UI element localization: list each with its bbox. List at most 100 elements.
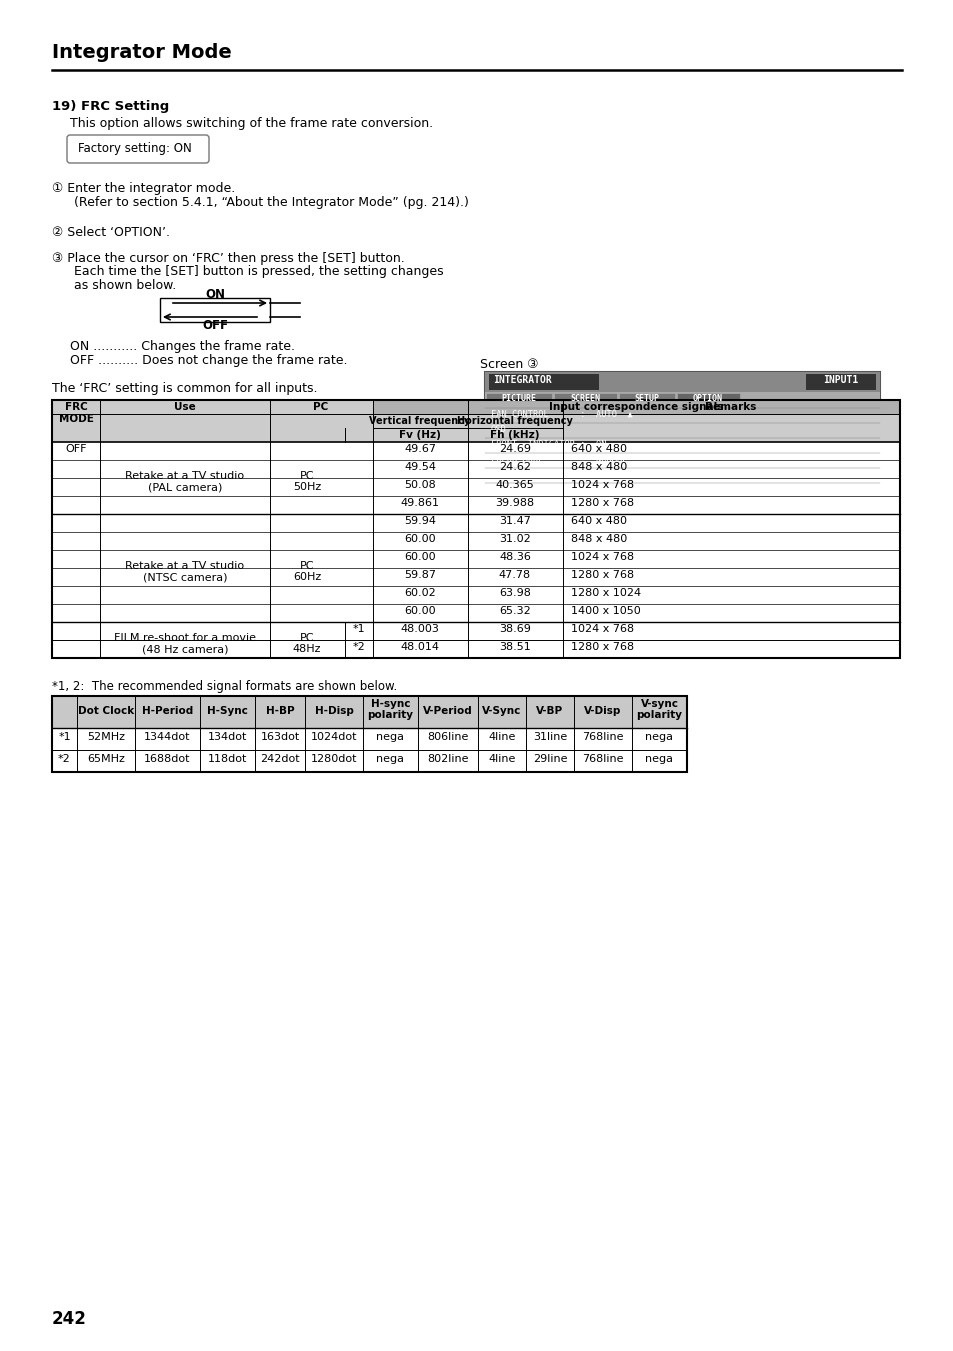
Text: 24.69: 24.69 — [498, 444, 531, 454]
Text: INPUT1: INPUT1 — [822, 376, 858, 385]
Text: FILM re-shoot for a movie: FILM re-shoot for a movie — [113, 634, 255, 643]
Text: 50Hz: 50Hz — [293, 482, 321, 492]
Text: 640 x 480: 640 x 480 — [571, 444, 626, 454]
Text: Fv (Hz): Fv (Hz) — [398, 430, 440, 440]
Text: FAN CONTROL      :  AUTO  ▲: FAN CONTROL : AUTO ▲ — [491, 409, 632, 419]
Text: 60.00: 60.00 — [404, 553, 436, 562]
Text: The ‘FRC’ setting is common for all inputs.: The ‘FRC’ setting is common for all inpu… — [52, 382, 317, 394]
Text: Retake at a TV studio: Retake at a TV studio — [125, 561, 244, 571]
Text: PC: PC — [299, 471, 314, 481]
Text: PC: PC — [299, 634, 314, 643]
Bar — [52, 567, 899, 586]
Text: ---EXIT: ---EXIT — [723, 500, 756, 509]
Text: 806line: 806line — [427, 732, 468, 742]
Bar — [52, 400, 899, 442]
Text: 19) FRC Setting: 19) FRC Setting — [52, 100, 169, 113]
Text: *2: *2 — [353, 642, 365, 653]
Text: SET: SET — [490, 500, 502, 507]
Text: 59.94: 59.94 — [403, 516, 436, 526]
Bar — [691, 500, 720, 509]
Bar — [52, 532, 899, 550]
Text: 1280 x 768: 1280 x 768 — [571, 642, 634, 653]
Text: 31line: 31line — [533, 732, 566, 742]
Text: (PAL camera): (PAL camera) — [148, 482, 222, 492]
Text: H-BP: H-BP — [265, 707, 294, 716]
Bar — [489, 374, 598, 390]
Text: 65MHz: 65MHz — [87, 754, 125, 765]
Bar — [52, 459, 899, 478]
Text: as shown below.: as shown below. — [74, 280, 176, 292]
Bar — [160, 299, 270, 322]
Text: Retake at a TV studio: Retake at a TV studio — [125, 471, 244, 481]
Text: Screen ③: Screen ③ — [479, 358, 537, 372]
Text: OFF .......... Does not change the frame rate.: OFF .......... Does not change the frame… — [70, 354, 347, 367]
Text: V-Period: V-Period — [423, 707, 473, 716]
Text: 4line: 4line — [488, 732, 516, 742]
Text: Integrator Mode: Integrator Mode — [52, 43, 232, 62]
Text: FRONT  INDICATOR :  ON: FRONT INDICATOR : ON — [491, 440, 606, 449]
Bar — [52, 640, 899, 658]
Text: H-Period: H-Period — [142, 707, 193, 716]
Text: Each time the [SET] button is pressed, the setting changes: Each time the [SET] button is pressed, t… — [74, 265, 443, 278]
Text: FRC              :  ON  ▼: FRC : ON ▼ — [491, 485, 621, 494]
Text: 848 x 480: 848 x 480 — [571, 462, 626, 471]
Text: 60.02: 60.02 — [404, 588, 436, 598]
Text: 1688dot: 1688dot — [144, 754, 191, 765]
Bar — [52, 728, 686, 750]
Text: 52MHz: 52MHz — [87, 732, 125, 742]
Text: 39.988: 39.988 — [495, 499, 534, 508]
Text: 65.32: 65.32 — [498, 607, 530, 616]
Bar — [484, 453, 879, 467]
Text: *1: *1 — [58, 732, 71, 742]
Text: 59.87: 59.87 — [403, 570, 436, 580]
Text: PC: PC — [299, 561, 314, 571]
Text: MENU: MENU — [693, 500, 710, 507]
Text: 40.365: 40.365 — [496, 480, 534, 490]
Text: SCREEN: SCREEN — [569, 394, 599, 403]
Text: 38.51: 38.51 — [498, 642, 530, 653]
Text: Factory setting: ON: Factory setting: ON — [78, 142, 192, 155]
Bar — [52, 513, 899, 532]
Bar — [52, 696, 686, 771]
Text: (48 Hz camera): (48 Hz camera) — [142, 644, 228, 654]
Bar — [373, 400, 899, 413]
Text: 1024 x 768: 1024 x 768 — [571, 624, 634, 634]
Text: 60.00: 60.00 — [404, 534, 436, 544]
Text: V-Sync: V-Sync — [482, 707, 521, 716]
Bar — [52, 478, 899, 496]
Text: Remarks: Remarks — [704, 403, 756, 412]
Text: 1280 x 768: 1280 x 768 — [571, 499, 634, 508]
Bar — [484, 423, 879, 438]
Text: OSD: OSD — [491, 426, 506, 434]
Text: 1344dot: 1344dot — [144, 732, 191, 742]
Bar — [484, 438, 879, 453]
Text: Horizontal frequency: Horizontal frequency — [456, 416, 573, 426]
Text: 31.02: 31.02 — [498, 534, 530, 544]
Bar — [52, 586, 899, 604]
Text: V-BP: V-BP — [536, 707, 563, 716]
Bar — [52, 400, 899, 658]
Bar — [52, 604, 899, 621]
Text: 163dot: 163dot — [260, 732, 299, 742]
Text: ON ........... Changes the frame rate.: ON ........... Changes the frame rate. — [70, 340, 294, 353]
Text: 1280 x 1024: 1280 x 1024 — [571, 588, 640, 598]
Text: 118dot: 118dot — [208, 754, 247, 765]
Text: *2: *2 — [58, 754, 71, 765]
Text: (NTSC camera): (NTSC camera) — [143, 571, 227, 582]
Text: Vertical frequency: Vertical frequency — [369, 416, 470, 426]
Text: Use: Use — [174, 403, 195, 412]
Bar — [484, 408, 879, 423]
Text: 802line: 802line — [427, 754, 468, 765]
Text: nega: nega — [376, 754, 404, 765]
Text: *1, 2:  The recommended signal formats are shown below.: *1, 2: The recommended signal formats ar… — [52, 680, 396, 693]
Bar — [52, 696, 686, 728]
Text: 60.00: 60.00 — [404, 607, 436, 616]
Text: 640 x 480: 640 x 480 — [571, 516, 626, 526]
Bar — [484, 484, 879, 499]
Text: 48.36: 48.36 — [498, 553, 531, 562]
Bar — [52, 750, 686, 771]
Text: 60Hz: 60Hz — [293, 571, 321, 582]
Text: OFF: OFF — [65, 444, 87, 454]
Text: 134dot: 134dot — [208, 732, 247, 742]
Bar — [618, 393, 675, 407]
